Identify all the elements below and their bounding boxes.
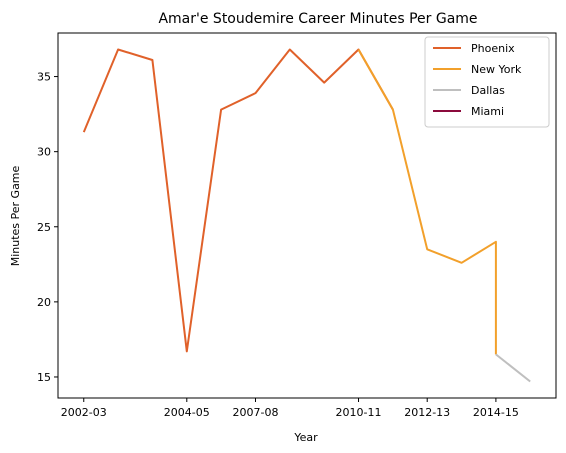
y-tick-label: 25 (37, 221, 51, 234)
x-axis: 2002-03 2004-05 2007-08 2010-11 2012-13 2014-… (61, 398, 519, 419)
series-line-0 (82, 48, 394, 353)
x-axis-label: Year (293, 431, 318, 444)
legend-label: Phoenix (471, 42, 515, 55)
chart-title: Amar'e Stoudemire Career Minutes Per Gam… (158, 11, 477, 27)
legend-box (424, 36, 550, 128)
plot-area (82, 48, 531, 383)
legend-label: Dallas (471, 84, 505, 97)
x-tick-label: 2004-05 (164, 406, 210, 419)
y-tick-label: 20 (37, 296, 51, 309)
x-tick-label: 2012-13 (404, 406, 450, 419)
x-tick-label: 2002-03 (61, 406, 107, 419)
legend-label: Miami (471, 105, 504, 118)
y-axis-label: Minutes Per Game (9, 165, 22, 266)
y-axis: 15 20 25 30 35 (37, 71, 58, 384)
legend-label: New York (471, 63, 522, 76)
plot-frame (57, 32, 557, 399)
legend: Phoenix New York Dallas Miami (424, 36, 550, 128)
x-tick-label: 2014-15 (473, 406, 519, 419)
series-line-1 (357, 49, 497, 355)
y-tick-label: 15 (37, 371, 51, 384)
series-line-2 (495, 353, 531, 383)
y-tick-label: 30 (37, 146, 51, 159)
y-tick-label: 35 (37, 71, 51, 84)
x-tick-label: 2010-11 (336, 406, 382, 419)
x-tick-label: 2007-08 (232, 406, 278, 419)
